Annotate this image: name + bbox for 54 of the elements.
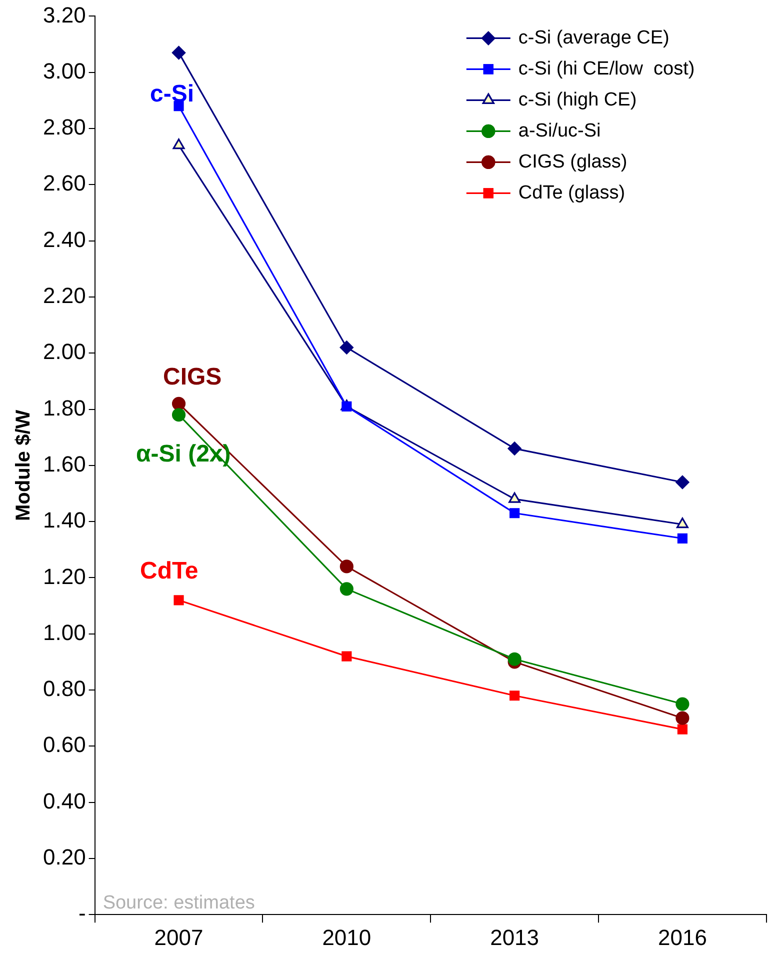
annotation: CIGS [163, 364, 222, 391]
point [676, 518, 688, 528]
y-tick-label: 2.80 [42, 114, 86, 140]
y-tick-label: 1.80 [42, 395, 86, 420]
point [508, 442, 522, 456]
y-tick-label: 3.00 [42, 58, 86, 84]
point [174, 595, 184, 606]
y-tick-label: - [78, 900, 86, 926]
y-tick-label: 3.20 [42, 2, 86, 28]
y-tick-label: 2.20 [42, 283, 86, 308]
point [677, 533, 688, 544]
point [676, 711, 690, 725]
point [172, 46, 186, 60]
x-tick-label: 2016 [658, 924, 707, 950]
point [677, 724, 688, 734]
legend-label: CdTe (glass) [518, 182, 626, 204]
point [340, 582, 354, 596]
y-axis-title: Module $/W [12, 410, 35, 521]
legend-label: c-Si (high CE) [518, 89, 637, 110]
point [508, 492, 521, 503]
point [172, 138, 185, 150]
y-tick-label: 0.80 [42, 676, 86, 702]
x-tick-label: 2013 [490, 924, 540, 950]
point [510, 690, 520, 701]
y-tick-label: 1.20 [42, 564, 86, 589]
point [340, 560, 354, 574]
legend-label: a-Si/uc-Si [518, 120, 601, 142]
y-tick-label: 1.40 [42, 508, 86, 533]
point [340, 340, 354, 354]
y-tick-label: 0.60 [42, 732, 86, 758]
point [342, 651, 352, 662]
x-tick-label: 2010 [322, 924, 372, 950]
y-tick-label: 2.00 [42, 339, 86, 364]
annotation: Source: estimates [102, 892, 255, 914]
y-tick-label: 1.00 [42, 620, 86, 645]
legend-label: c-Si (hi CE/low cost) [518, 58, 695, 80]
annotation: c-Si [150, 80, 194, 108]
point [172, 408, 186, 422]
point [174, 101, 184, 112]
point [676, 697, 690, 711]
legend-label: c-Si (average CE) [518, 27, 670, 48]
y-tick-label: 0.20 [42, 844, 86, 870]
y-tick-label: 2.40 [42, 226, 86, 252]
annotation: CdTe [140, 558, 198, 585]
legend-label: CIGS (glass) [518, 151, 628, 172]
point [510, 508, 520, 518]
y-tick-label: 0.40 [42, 788, 86, 814]
point [508, 652, 522, 666]
point [342, 401, 352, 412]
x-tick-label: 2007 [154, 924, 204, 950]
y-tick-label: 2.60 [42, 170, 86, 196]
point [676, 475, 690, 490]
y-tick-label: 1.60 [42, 451, 86, 476]
point [172, 396, 186, 410]
